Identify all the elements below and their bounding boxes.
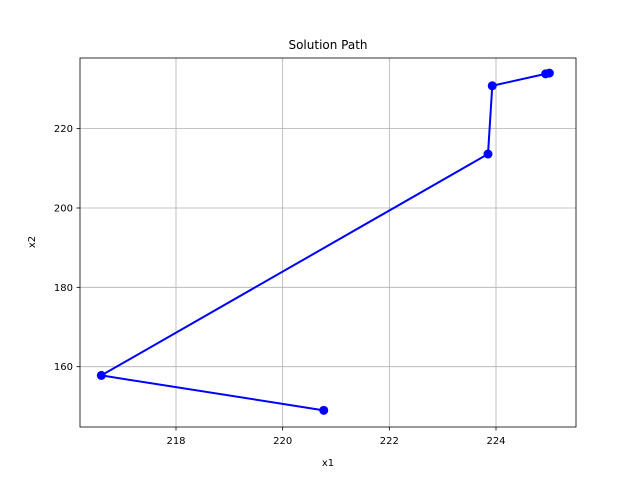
x-tick-label: 224 bbox=[486, 436, 505, 447]
y-tick-label: 180 bbox=[54, 283, 73, 294]
data-point bbox=[487, 81, 497, 91]
grid bbox=[80, 58, 576, 427]
y-tick-label: 220 bbox=[54, 124, 73, 135]
x-tick-label: 222 bbox=[380, 436, 399, 447]
x-tick-label: 220 bbox=[273, 436, 292, 447]
series-layer bbox=[96, 68, 554, 415]
x-axis-label: x1 bbox=[322, 458, 334, 469]
plot-frame bbox=[79, 57, 577, 428]
y-tick-label: 200 bbox=[54, 203, 73, 214]
data-point bbox=[483, 149, 493, 159]
y-axis: 160 180 200 220 bbox=[54, 124, 80, 373]
y-tick-label: 160 bbox=[54, 362, 73, 373]
data-point bbox=[319, 405, 329, 415]
x-tick-label: 218 bbox=[166, 436, 185, 447]
data-point bbox=[544, 68, 554, 78]
x-axis: 218 220 222 224 bbox=[166, 427, 506, 447]
y-axis-label: x2 bbox=[27, 236, 38, 248]
data-point bbox=[96, 370, 106, 380]
chart-title: Solution Path bbox=[288, 38, 367, 52]
plot-area bbox=[80, 58, 576, 427]
